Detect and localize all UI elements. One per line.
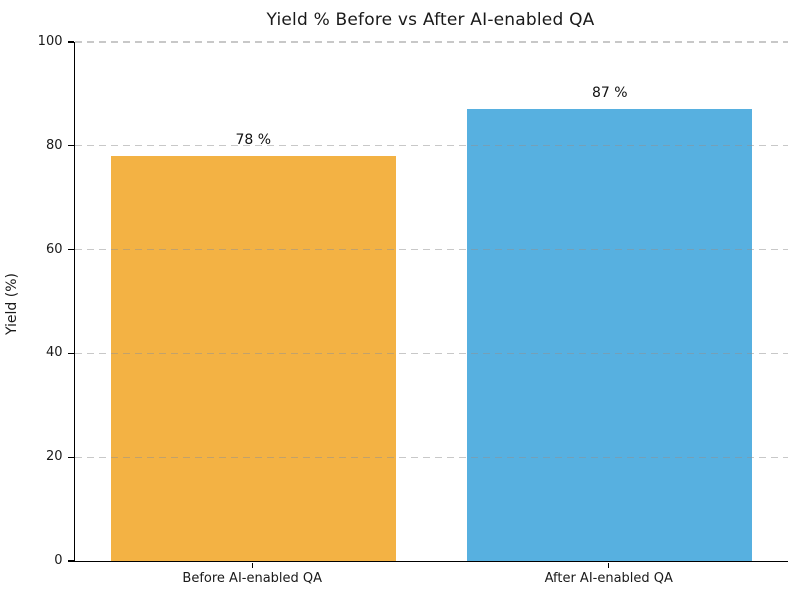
x-tick-label-1: After AI-enabled QA <box>544 571 673 586</box>
y-tick-mark-100 <box>67 41 74 43</box>
gridline-80 <box>75 145 788 147</box>
gridline-20 <box>75 456 788 458</box>
gridline-40 <box>75 352 788 355</box>
x-tick-mark-0 <box>251 562 253 568</box>
y-tick-mark-40 <box>67 352 74 355</box>
bar-1 <box>467 109 753 561</box>
gridline-60 <box>75 248 788 251</box>
y-axis-label-text: Yield (%) <box>4 272 20 336</box>
x-tick-label-0: Before AI-enabled QA <box>182 571 323 586</box>
y-tick-mark-20 <box>67 456 74 458</box>
bar-0 <box>110 156 396 561</box>
y-tick-label-0: 0 <box>54 553 63 568</box>
y-tick-label-100: 100 <box>37 34 63 49</box>
bar-value-label-1: 87 % <box>591 85 628 102</box>
y-tick-mark-0 <box>67 560 74 562</box>
x-tick-mark-1 <box>608 562 610 568</box>
gridline-100 <box>75 41 788 43</box>
y-tick-label-60: 60 <box>45 241 63 257</box>
chart-title: Yield % Before vs After AI-enabled QA <box>266 10 595 30</box>
y-tick-mark-80 <box>67 145 74 147</box>
y-tick-label-80: 80 <box>45 137 63 153</box>
y-tick-mark-60 <box>67 249 74 251</box>
plot-area: 78 % 87 % <box>74 41 788 562</box>
y-tick-label-20: 20 <box>45 449 63 465</box>
y-tick-label-40: 40 <box>45 345 63 361</box>
bar-value-label-0: 78 % <box>235 132 272 149</box>
